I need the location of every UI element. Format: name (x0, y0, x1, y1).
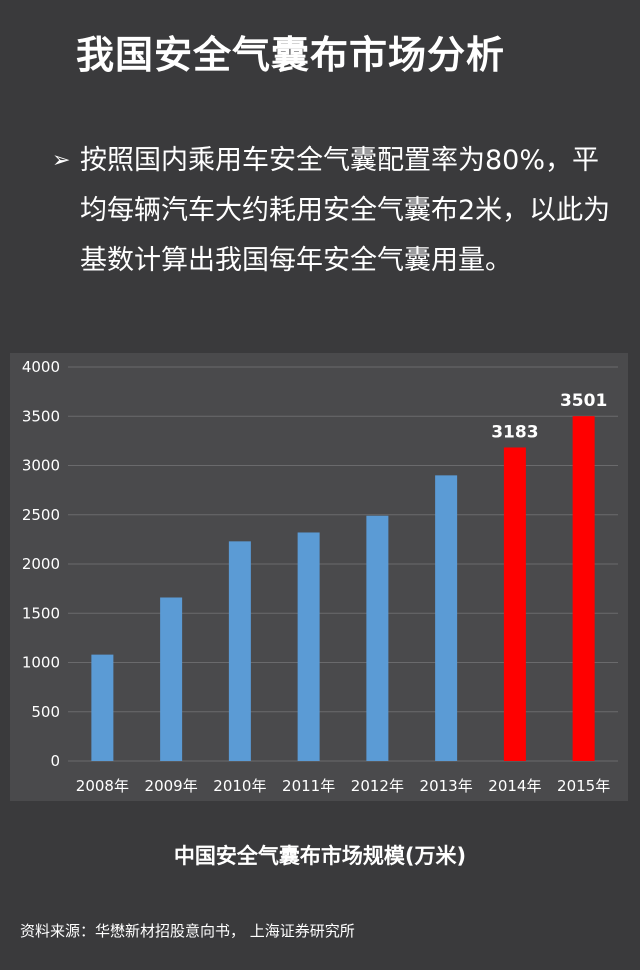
bullet-paragraph: ➢ 按照国内乘用车安全气囊配置率为80%，平均每辆汽车大约耗用安全气囊布2米，以… (52, 136, 612, 286)
y-tick-label: 4000 (22, 358, 60, 376)
data-label: 3501 (560, 391, 607, 411)
x-tick-label: 2015年 (557, 777, 610, 795)
source-note: 资料来源：华懋新材招股意向书， 上海证券研究所 (20, 922, 355, 940)
y-tick-label: 3500 (22, 407, 60, 425)
x-tick-label: 2012年 (351, 777, 404, 795)
bar (503, 447, 526, 761)
y-tick-label: 2500 (22, 506, 60, 524)
x-tick-label: 2008年 (76, 777, 129, 795)
x-tick-label: 2009年 (145, 777, 198, 795)
x-tick-label: 2014年 (488, 777, 541, 795)
x-tick-label: 2010年 (213, 777, 266, 795)
data-label: 3183 (491, 422, 538, 442)
y-tick-label: 3000 (22, 457, 60, 475)
bullet-text: 按照国内乘用车安全气囊配置率为80%，平均每辆汽车大约耗用安全气囊布2米，以此为… (80, 145, 611, 276)
bar-chart: 0 500 1000 1500 2000 2500 3000 3500 4000 2008年 200… (22, 358, 618, 795)
chart-caption: 中国安全气囊布市场规模(万米) (173, 844, 467, 868)
chart-panel: 0 500 1000 1500 2000 2500 3000 3500 4000 2008年 200… (10, 353, 628, 801)
bar (435, 475, 458, 761)
x-tick-label: 2013年 (420, 777, 473, 795)
y-tick-label: 2000 (22, 555, 60, 573)
y-tick-label: 1500 (22, 604, 60, 622)
bar (160, 597, 183, 761)
x-tick-label: 2011年 (282, 777, 335, 795)
y-tick-label: 0 (50, 752, 60, 770)
y-tick-label: 500 (31, 703, 60, 721)
bar (572, 416, 595, 761)
bar (91, 654, 114, 761)
bar (228, 541, 251, 761)
bar (297, 532, 320, 761)
arrow-bullet-icon: ➢ (52, 148, 71, 173)
page-title: 我国安全气囊布市场分析 (76, 33, 506, 77)
y-tick-label: 1000 (22, 654, 60, 672)
bar (366, 515, 389, 761)
